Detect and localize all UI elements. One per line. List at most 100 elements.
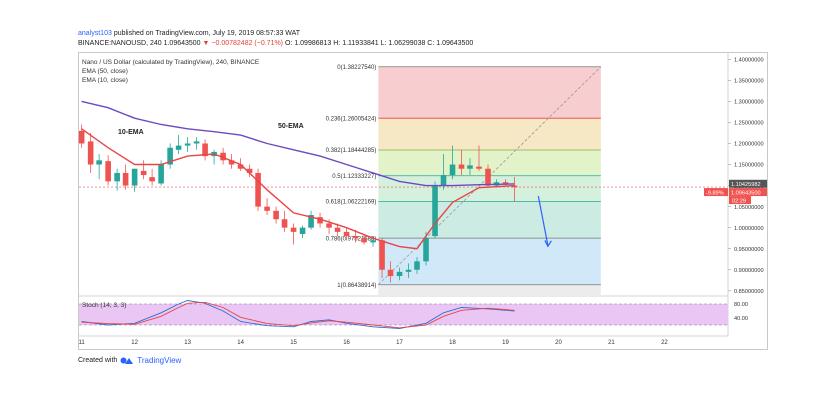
candle-body (184, 143, 191, 146)
x-tick-label: 22 (661, 340, 668, 346)
candle-body (308, 215, 314, 228)
candle-body (140, 170, 147, 176)
candle-body (423, 238, 429, 262)
author-name[interactable]: analyst103 (78, 30, 112, 37)
stoch-tick-label: 40.00 (734, 316, 748, 322)
x-tick-label: 12 (131, 340, 138, 346)
candle-body (361, 238, 367, 243)
ohlc-values: O: 1.09986813 H: 1.11933841 L: 1.0629903… (284, 40, 474, 47)
candle-body (237, 164, 244, 169)
x-tick-label: 17 (396, 340, 403, 346)
current-price-label: 1.10425982 (731, 182, 761, 188)
footer: Created with TradingView (78, 356, 181, 365)
legend-ema50: EMA (50, close) (82, 68, 128, 75)
x-tick-label: 18 (449, 340, 456, 346)
candle-body (149, 177, 155, 182)
candle-body (485, 168, 491, 186)
x-tick-label: 11 (79, 340, 86, 346)
candle-body (87, 141, 94, 165)
publish-info: published on TradingView.com, July 19, 2… (113, 30, 301, 37)
created-with-label: Created with (78, 357, 118, 364)
candle-body (158, 164, 164, 184)
stoch-tick-label: 80.00 (734, 302, 748, 308)
y-tick-label: 1.30000000 (734, 100, 764, 106)
candle-body (467, 165, 473, 169)
y-tick-label: 0.85000000 (734, 289, 764, 295)
candle-body (334, 227, 341, 232)
candle-body (511, 185, 518, 188)
candle-body (228, 160, 235, 165)
candle-body (131, 168, 138, 186)
legend-ema10: EMA (10, close) (82, 77, 128, 84)
candle-body (273, 210, 279, 220)
publish-line: analyst103 published on TradingView.com,… (78, 30, 300, 37)
fib-band (378, 238, 601, 285)
y-tick-label: 0.90000000 (734, 268, 764, 274)
y-tick-label: 1.15000000 (734, 163, 764, 169)
y-tick-label: 1.35000000 (734, 79, 764, 85)
fib-band (378, 284, 601, 295)
stoch-d-line (81, 301, 515, 329)
candle-body (175, 145, 182, 150)
candle-body (246, 168, 253, 173)
fib-band (378, 66, 601, 119)
candle-body (193, 141, 200, 144)
candle-body (352, 236, 359, 239)
candle-body (440, 175, 447, 186)
fib-level-label: 1(0.86438914) (337, 283, 376, 289)
candle-body (122, 172, 129, 186)
candle-body (281, 219, 288, 228)
candle-body (405, 269, 412, 272)
candle-body (502, 182, 509, 184)
y-tick-label: 1.40000000 (734, 58, 764, 64)
candle-body (387, 269, 394, 277)
fib-level-label: 0.382(1.18444285) (326, 148, 377, 154)
y-tick-label: 1.00000000 (734, 226, 764, 232)
candle-body (370, 240, 376, 243)
candle-body (105, 161, 111, 182)
change-pct-label: -9.89% (706, 190, 724, 196)
candle-body (317, 217, 323, 224)
candle-body (264, 206, 270, 211)
x-tick-label: 16 (343, 340, 350, 346)
tradingview-brand[interactable]: TradingView (137, 356, 182, 365)
stoch-k-line (81, 300, 515, 329)
last-price: 1.09643500 (163, 40, 201, 47)
x-tick-label: 13 (184, 340, 191, 346)
down-arrow-head-icon (544, 240, 552, 248)
candle-body (114, 172, 120, 182)
tradingview-logo-icon (120, 357, 134, 364)
candle-body (167, 147, 173, 165)
candle-body (432, 185, 438, 237)
last-price-flag (729, 188, 767, 197)
candle-body (396, 271, 403, 277)
x-tick-label: 19 (502, 340, 509, 346)
fib-level-label: 0.786(0.97521680) (326, 236, 377, 242)
x-tick-label: 14 (237, 340, 244, 346)
symbol-line: BINANCE:NANOUSD, 240 1.09643500 ▼ −0.007… (78, 40, 473, 47)
current-price-flag (729, 179, 767, 188)
symbol-name: BINANCE:NANOUSD, 240 (78, 40, 162, 47)
ema-10-line (81, 128, 515, 250)
y-tick-label: 1.20000000 (734, 142, 764, 148)
fib-band (378, 201, 601, 239)
x-tick-label: 21 (608, 340, 615, 346)
fib-level-label: 0.618(1.06222169) (326, 200, 377, 206)
fib-level-label: 0.5(1.12333227) (332, 174, 376, 180)
y-tick-label: 1.05000000 (734, 205, 764, 211)
y-tick-label: 1.25000000 (734, 121, 764, 127)
candle-body (202, 143, 208, 157)
countdown-label: 02:29 (732, 198, 746, 204)
candle-body (220, 152, 226, 161)
last-price-label: 1.09643500 (731, 190, 761, 196)
stoch-band (79, 304, 728, 325)
change-pct-flag (704, 188, 728, 197)
x-tick-label: 15 (290, 340, 297, 346)
candle-body (78, 130, 85, 144)
candle-body (290, 227, 297, 232)
stoch-label: Stoch (14, 3, 3) (82, 302, 126, 309)
candle-body (343, 231, 350, 237)
fib-level-label: 0(1.38227540) (337, 65, 376, 71)
fib-band (378, 118, 601, 151)
